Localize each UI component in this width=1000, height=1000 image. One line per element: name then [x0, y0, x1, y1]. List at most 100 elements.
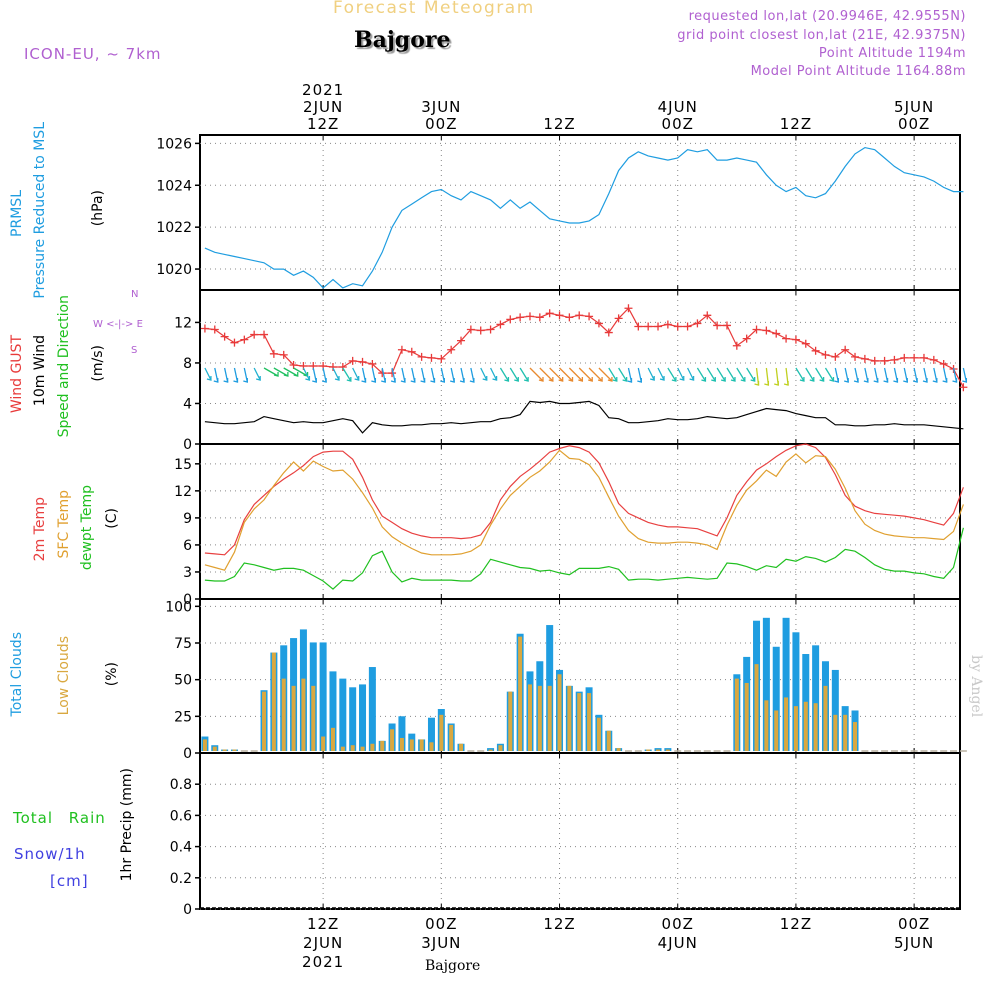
gust-point-marker [821, 350, 830, 359]
wind-arrowhead [568, 377, 574, 382]
compass-south: S [131, 345, 138, 356]
wind-direction-arrow [618, 367, 628, 382]
total-cloud-bar [339, 678, 347, 751]
gust-point-marker [959, 383, 968, 392]
gust-point-marker [220, 332, 229, 341]
gust-point-marker [594, 319, 603, 328]
low-cloud-bar [311, 685, 316, 751]
low-cloud-bar [518, 636, 523, 751]
gust-point-marker [762, 326, 771, 335]
wind-arrowhead [430, 378, 436, 383]
low-cloud-bar [271, 652, 276, 751]
wind-arrowhead [659, 376, 665, 381]
ytick-label: 4 [183, 396, 192, 412]
ytick-label: 9 [183, 511, 192, 527]
wind-direction-arrow [204, 367, 212, 381]
gust-point-marker [791, 335, 800, 344]
gust-point-marker [910, 353, 919, 362]
low-cloud-bar [212, 746, 217, 751]
wind-arrowhead [679, 376, 685, 381]
gust-point-marker [939, 359, 948, 368]
wind-arrowhead [346, 377, 352, 382]
ytick-label: 0 [183, 592, 192, 608]
wind-arrowhead [952, 378, 958, 383]
temp-dewpt-label: dewpt Temp [79, 485, 95, 571]
ytick-label: 0.8 [170, 777, 192, 793]
wind-direction-arrow [706, 367, 716, 382]
gust-point-marker [516, 313, 525, 322]
wind-arrowhead [233, 378, 239, 383]
low-cloud-bar [665, 749, 670, 751]
xtick-top-label: 12Z [780, 115, 812, 133]
xtick-bottom-label: 5JUN [894, 934, 934, 952]
total-cloud-bar [319, 642, 327, 751]
gust-point-marker [614, 314, 623, 323]
gust-point-marker [604, 328, 613, 337]
low-cloud-bar [843, 714, 848, 751]
wind-arrowhead [750, 377, 756, 382]
ytick-label: 1024 [156, 178, 192, 194]
total-cloud-bar [329, 671, 337, 751]
wind-arrowhead [637, 378, 642, 383]
wind-arrowhead [578, 377, 584, 382]
wind-arrowhead [293, 372, 299, 377]
wind-arrowhead [321, 378, 327, 383]
wind-arrowhead [622, 377, 628, 382]
wind-arrowhead [256, 376, 261, 381]
ytick-label: 1020 [156, 262, 192, 278]
wind-direction-arrow [677, 367, 685, 381]
wind-arrowhead [863, 378, 869, 383]
wind-direction-arrow [273, 367, 289, 377]
gust-point-marker [506, 315, 515, 324]
wind-arrowhead [754, 381, 760, 386]
total-cloud-bar [349, 687, 357, 751]
wind-arrowhead [538, 377, 544, 382]
pressure-label-prmsl: PRMSL [9, 190, 25, 237]
xtick-bottom-label: 12Z [780, 915, 812, 933]
low-cloud-bar [222, 749, 227, 751]
gust-point-marker [447, 345, 456, 354]
wind-direction-arrow [568, 367, 583, 382]
footer-location: Bajgore [425, 958, 481, 974]
low-cloud-bar [803, 701, 808, 751]
gust-point-marker [457, 336, 466, 345]
wind-direction-arrow [352, 367, 360, 381]
total-cloud-bar [772, 646, 780, 751]
gust-point-marker [476, 326, 485, 335]
low-cloud-bar [587, 693, 592, 751]
low-cloud-bar [823, 685, 828, 751]
requested-coords: requested lon,lat (20.9946E, 42.9555N) [688, 9, 966, 24]
gust-point-marker [880, 356, 889, 365]
wind-arrowhead [819, 377, 825, 382]
cloud-total-label: Total Clouds [9, 632, 25, 717]
ytick-label: 0 [183, 437, 192, 453]
gust-point-marker [496, 320, 505, 329]
xtick-top-label: 12Z [307, 115, 339, 133]
wind-arrowhead [469, 378, 475, 383]
wind-arrowhead [783, 381, 789, 386]
xtick-top-label: 2JUN [303, 98, 343, 116]
low-cloud-bar [508, 691, 513, 751]
wind-direction-arrow [736, 367, 746, 382]
low-cloud-bar [232, 749, 237, 751]
wind-unit: (m/s) [90, 345, 106, 382]
gust-point-marker [703, 311, 712, 320]
gust-point-marker [240, 335, 249, 344]
gust-point-marker [535, 313, 544, 322]
wind-direction-arrow [549, 367, 564, 382]
gust-point-marker [752, 325, 761, 334]
xtick-top-label: 12Z [543, 115, 575, 133]
wind-direction-arrow [332, 367, 340, 381]
cloud-unit: (%) [104, 662, 120, 687]
ytick-label: 1022 [156, 220, 192, 236]
wind-arrowhead [844, 378, 849, 383]
wind-direction-arrow [293, 367, 308, 377]
wind-arrowhead [903, 378, 908, 383]
wind-direction-arrow [588, 367, 603, 382]
gust-point-marker [929, 355, 938, 364]
wind-arrowhead [912, 378, 918, 383]
wind-arrowhead [354, 376, 360, 381]
ytick-label: 3 [183, 565, 192, 581]
wind-arrowhead [730, 377, 736, 382]
